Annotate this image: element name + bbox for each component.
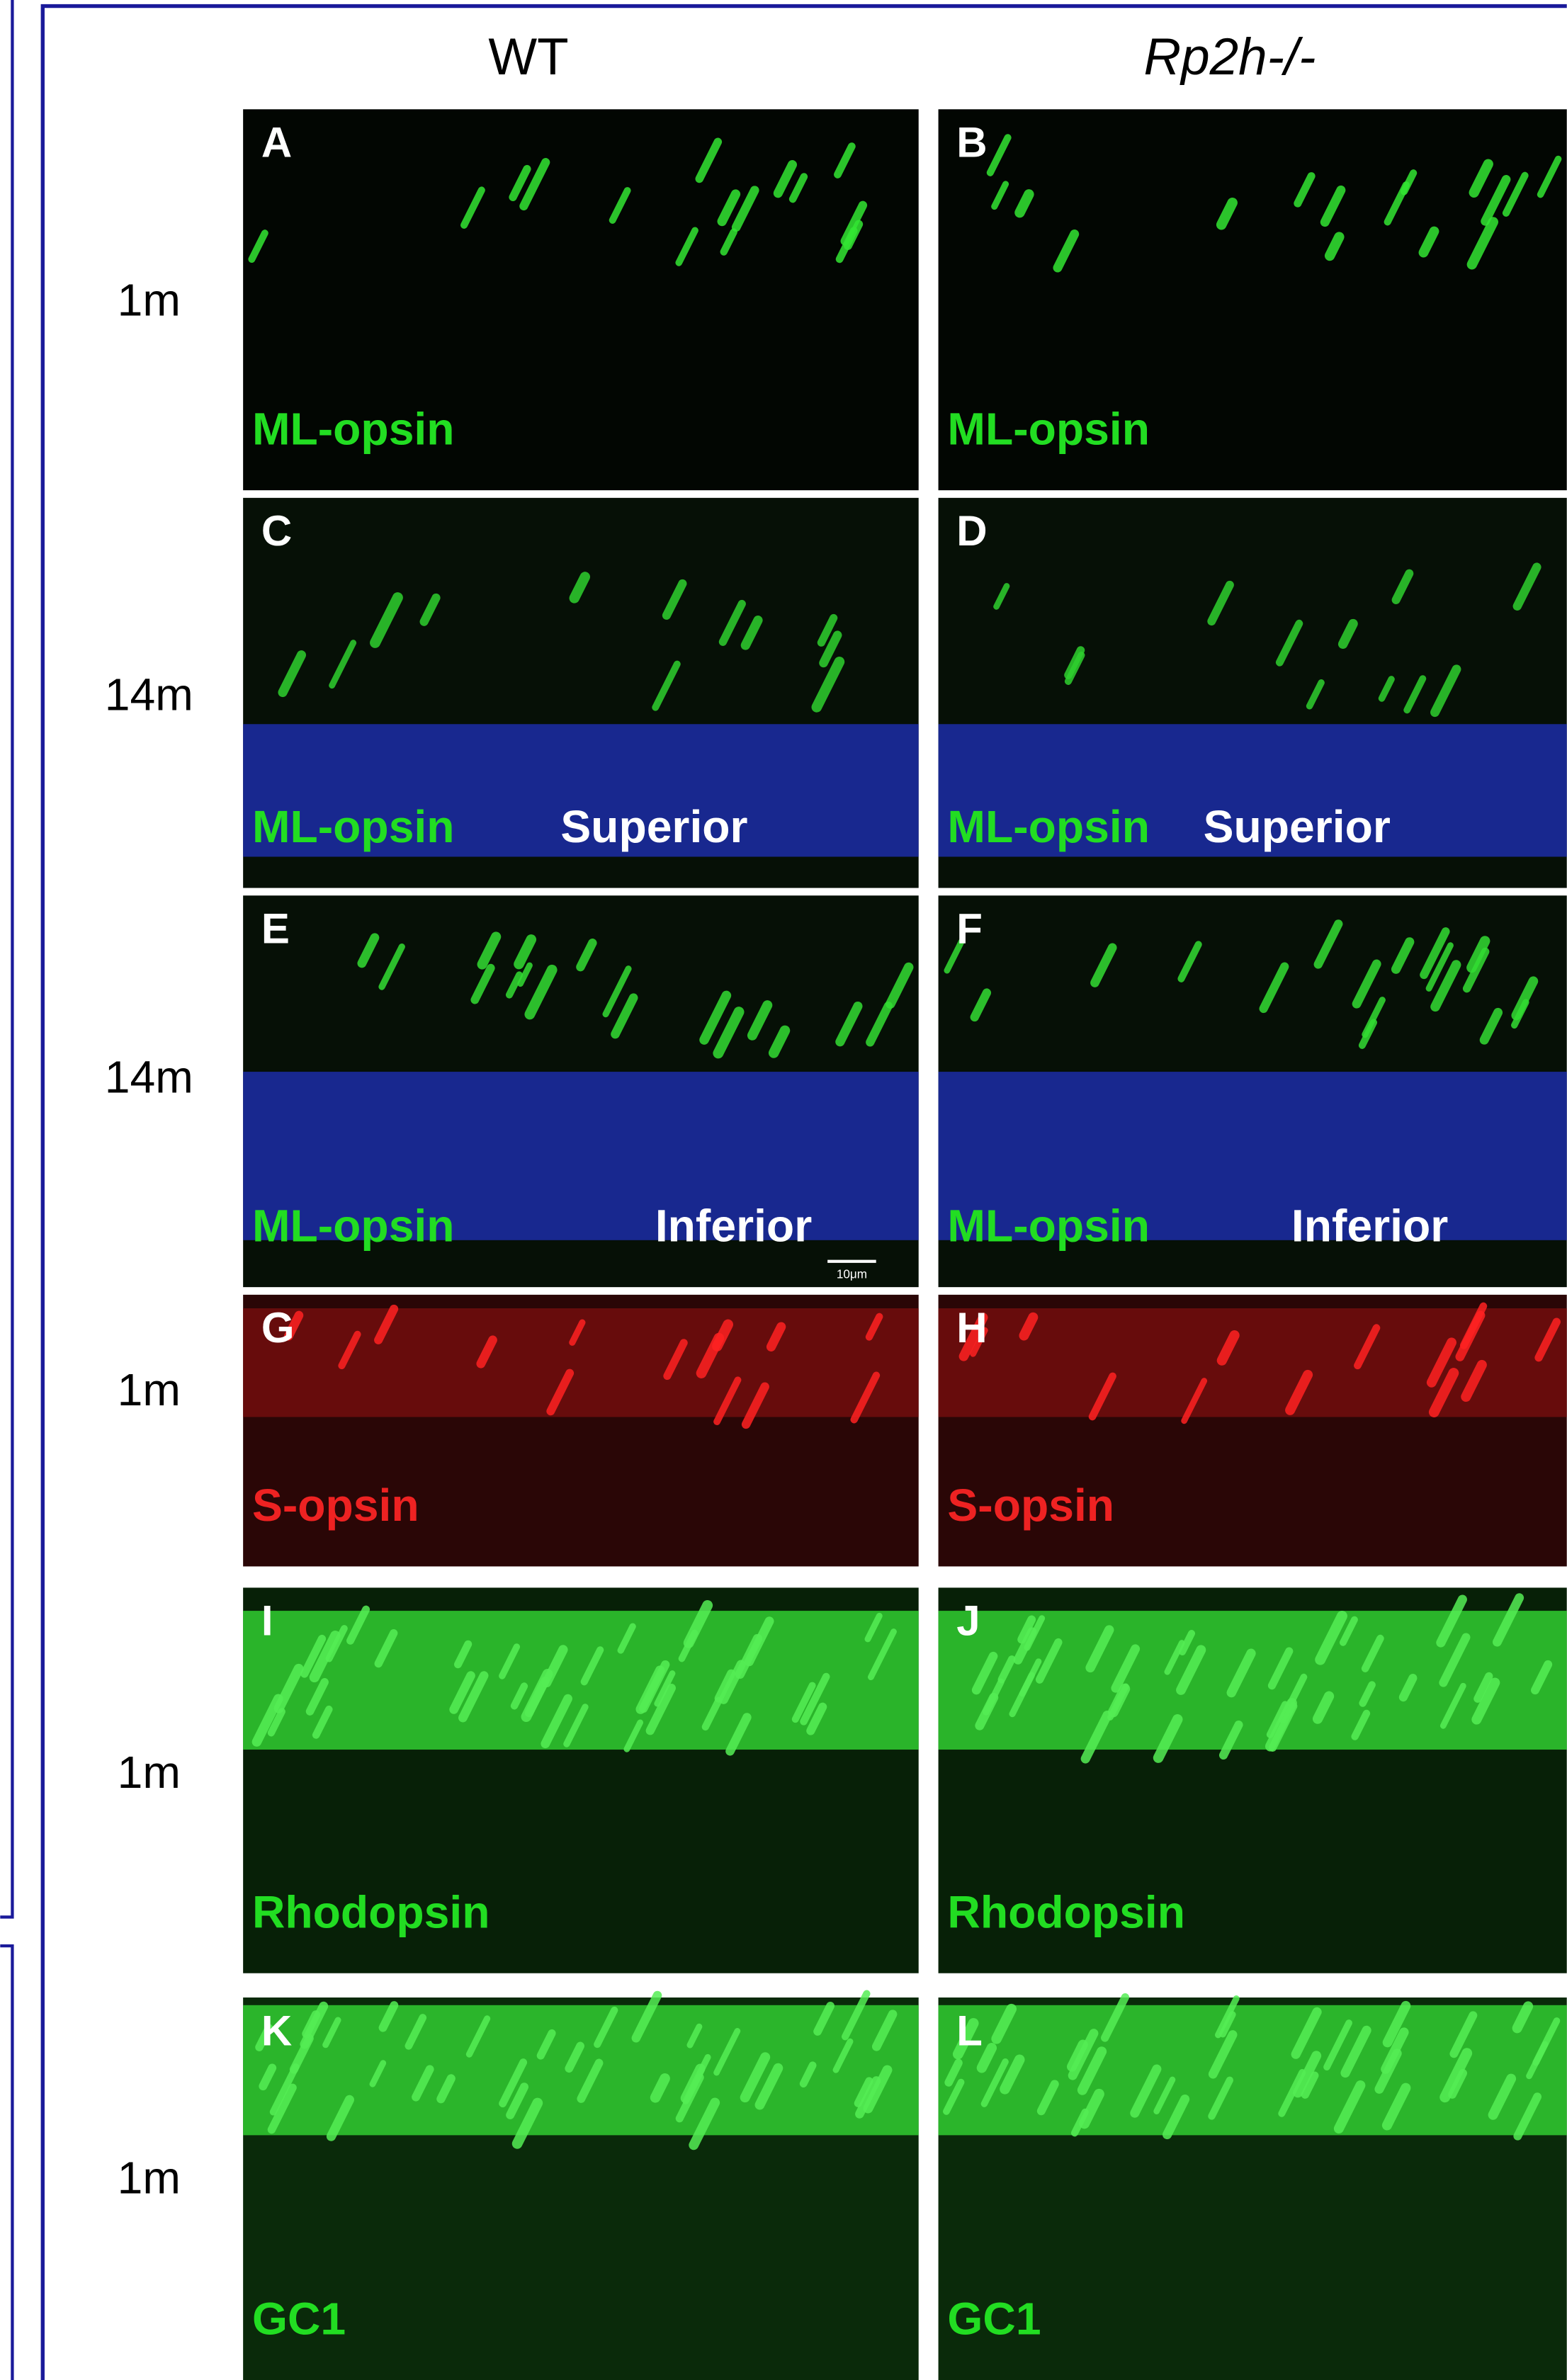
stain-label: ML-opsin: [947, 404, 1150, 455]
stain-label: ML-opsin: [947, 801, 1150, 852]
panel-letter: J: [956, 1597, 980, 1645]
panel-letter: D: [956, 507, 987, 555]
panel-letter: C: [261, 507, 292, 555]
micrograph-panel: D ML-opsin Superior: [939, 498, 1567, 888]
panel-letter: B: [956, 119, 987, 166]
column-header: Rp2h-/-: [1144, 28, 1316, 86]
page: {"columns": ["WT", "Rp2h-/-"], "rows": […: [0, 0, 1567, 2380]
region-label: Superior: [1204, 801, 1391, 852]
panel-letter: H: [956, 1304, 987, 1352]
stain-label: S-opsin: [947, 1480, 1114, 1531]
panel-letter: K: [261, 2007, 292, 2054]
panel-letter: I: [261, 1597, 273, 1645]
micrograph-panel: I Rhodopsin: [243, 1587, 919, 1973]
scale-label: 10μm: [837, 1267, 867, 1281]
adjacent-frame: [0, 1946, 12, 2380]
micrograph-panel: H S-opsin: [939, 1295, 1567, 1567]
micrograph-panel: G S-opsin: [243, 1295, 919, 1567]
micrograph-panel: E ML-opsin Inferior 10μm: [243, 895, 919, 1287]
stain-label: GC1: [252, 2294, 346, 2345]
stain-label: ML-opsin: [252, 1201, 455, 1252]
stain-label: ML-opsin: [947, 1201, 1150, 1252]
row-label: 1m: [118, 1747, 181, 1798]
micrograph-panel: A ML-opsin: [243, 109, 919, 490]
region-label: Superior: [560, 801, 747, 852]
adjacent-frame: [0, 0, 12, 1917]
row-label: 1m: [118, 2152, 181, 2203]
stain-label: Rhodopsin: [252, 1886, 490, 1937]
stain-label: Rhodopsin: [947, 1886, 1185, 1937]
micrograph-panel: J Rhodopsin: [939, 1587, 1567, 1973]
micrograph-panel: L GC1: [939, 1998, 1567, 2380]
micrograph-panel: B ML-opsin: [939, 109, 1567, 490]
micrograph-panel: F ML-opsin Inferior: [939, 895, 1567, 1287]
micrograph-panel: K GC1: [243, 1994, 919, 2380]
region-label: Inferior: [655, 1201, 812, 1252]
panel-letter: F: [956, 905, 983, 953]
row-label: 1m: [118, 1364, 181, 1415]
panel-letter: A: [261, 119, 292, 166]
panel-letter: G: [261, 1304, 295, 1352]
stain-label: ML-opsin: [252, 404, 455, 455]
column-header: WT: [488, 28, 568, 86]
row-label: 14m: [105, 669, 193, 720]
panel-letter: E: [261, 905, 290, 953]
row-label: 1m: [118, 275, 181, 326]
micrograph-panel: C ML-opsin Superior: [243, 498, 919, 888]
figure: WT Rp2h-/- 1m A ML-opsin B ML-opsin 14m C ML-op…: [0, 0, 1567, 2380]
row-label: 14m: [105, 1052, 193, 1103]
panel-letter: L: [956, 2007, 983, 2054]
region-label: Inferior: [1291, 1201, 1448, 1252]
stain-label: S-opsin: [252, 1480, 419, 1531]
stain-label: ML-opsin: [252, 801, 455, 852]
stain-label: GC1: [947, 2294, 1041, 2345]
